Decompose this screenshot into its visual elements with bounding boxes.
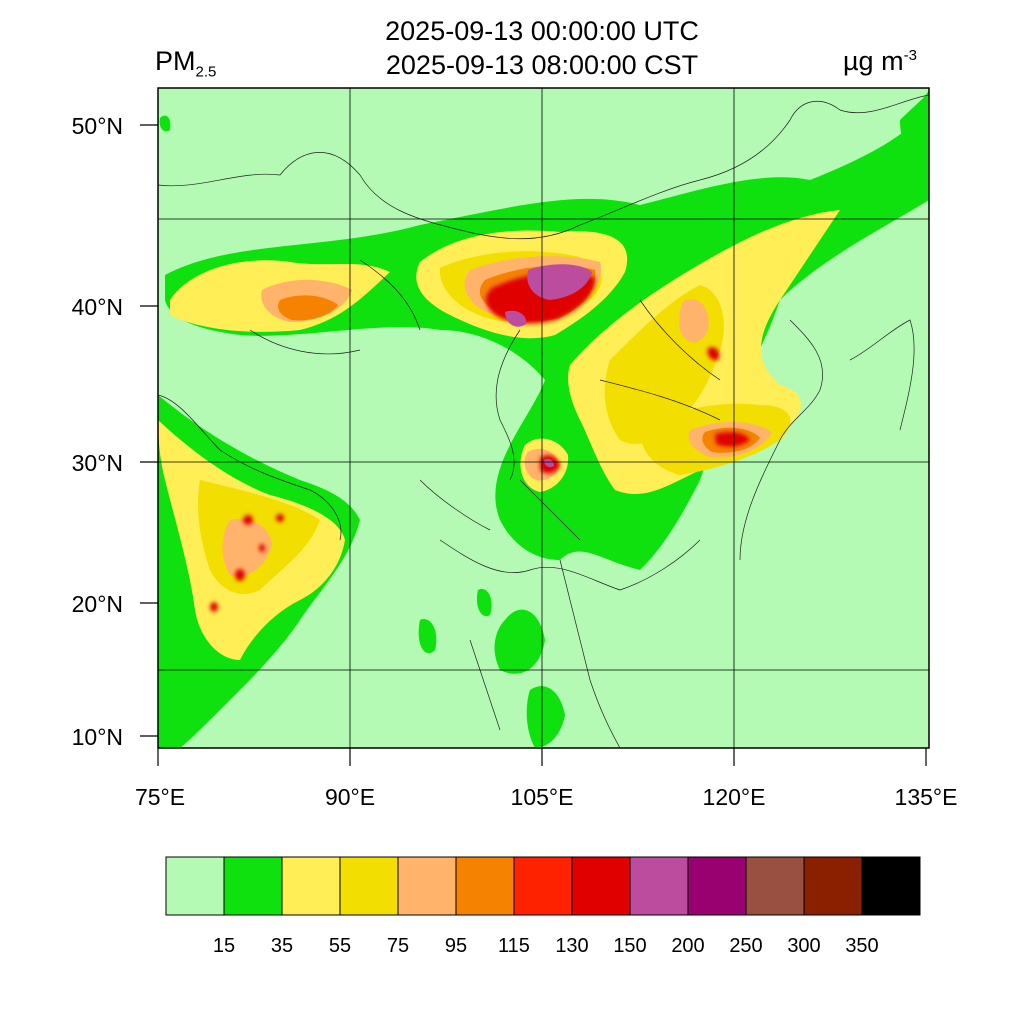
legend-label: 250 <box>729 935 762 957</box>
legend-swatch <box>745 856 805 916</box>
title-utc: 2025-09-13 00:00:00 UTC <box>385 16 699 46</box>
lon-label-75: 75°E <box>135 784 185 810</box>
lat-label-10: 10°N <box>72 724 123 750</box>
legend-labels: 15 35 55 75 95 115 130 150 200 250 300 350 <box>213 935 879 957</box>
legend-swatch <box>861 856 921 916</box>
political-boundaries <box>158 94 929 748</box>
legend-label: 95 <box>445 935 467 957</box>
legend-label: 350 <box>845 935 878 957</box>
legend-label: 15 <box>213 935 235 957</box>
legend-label: 75 <box>387 935 409 957</box>
graticule <box>158 88 929 748</box>
lat-labels: 50°N 40°N 30°N 20°N 10°N <box>72 113 123 750</box>
legend-label: 115 <box>498 935 530 957</box>
units-main: µg m <box>843 46 904 76</box>
lat-label-50: 50°N <box>72 113 123 139</box>
lon-label-90: 90°E <box>325 784 375 810</box>
variable-name-subscript: 2.5 <box>195 63 217 81</box>
axis-ticks <box>140 124 927 766</box>
legend-label: 300 <box>787 935 820 957</box>
title-cst: 2025-09-13 08:00:00 CST <box>385 50 699 80</box>
legend-swatch <box>223 856 283 916</box>
legend-swatch <box>571 856 631 916</box>
map-frame <box>157 87 930 749</box>
legend-swatch <box>455 856 515 916</box>
lat-label-30: 30°N <box>72 450 123 476</box>
legend-swatch <box>281 856 341 916</box>
lon-label-135: 135°E <box>895 784 958 810</box>
map-panel: 50°N 40°N 30°N 20°N 10°N 75°E 90°E 105°E… <box>72 87 958 810</box>
lon-label-120: 120°E <box>703 784 766 810</box>
legend-swatch <box>397 856 457 916</box>
legend-swatch <box>339 856 399 916</box>
lon-labels: 75°E 90°E 105°E 120°E 135°E <box>135 784 958 810</box>
lon-label-105: 105°E <box>511 784 574 810</box>
pm25-contours <box>158 88 929 748</box>
legend-swatch <box>165 856 225 916</box>
legend-label: 200 <box>671 935 704 957</box>
units-label: µg m-3 <box>843 46 917 77</box>
legend-swatch <box>803 856 863 916</box>
lat-label-40: 40°N <box>72 294 123 320</box>
legend-swatch <box>513 856 573 916</box>
legend-boxes <box>165 856 921 916</box>
legend-label: 35 <box>271 935 293 957</box>
units-superscript: -3 <box>903 47 917 64</box>
contour-band-150-200 <box>505 264 592 468</box>
variable-name-main: PM <box>155 46 196 76</box>
lat-label-20: 20°N <box>72 591 123 617</box>
legend-label: 150 <box>613 935 646 957</box>
legend-label: 130 <box>555 935 588 957</box>
legend-swatch <box>687 856 747 916</box>
color-legend: 15 35 55 75 95 115 130 150 200 250 300 350 <box>165 856 921 957</box>
variable-name: PM2.5 <box>155 46 216 80</box>
legend-label: 55 <box>329 935 351 957</box>
legend-swatch <box>629 856 689 916</box>
